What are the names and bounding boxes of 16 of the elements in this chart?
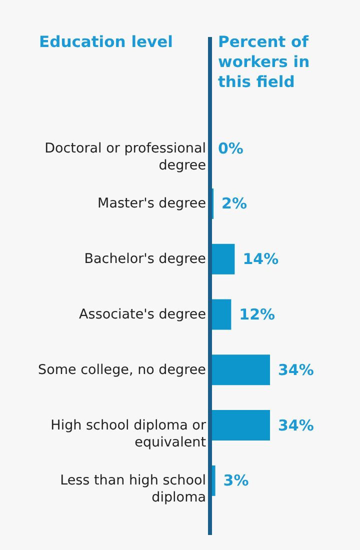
y-tick-label: High school diploma or equivalent: [50, 417, 206, 450]
y-tick-label: Less than high school diploma: [60, 472, 206, 506]
x-axis-title: Percent of workers in this field: [218, 33, 310, 91]
y-tick-label: Master's degree: [98, 196, 206, 212]
data-label: 12%: [239, 306, 276, 324]
data-label: 34%: [278, 416, 314, 434]
y-tick-label: Doctoral or professional degree: [44, 140, 206, 174]
y-tick-label: Bachelor's degree: [84, 251, 206, 268]
data-label: 3%: [223, 472, 249, 490]
y-tick-label: Some college, no degree: [38, 362, 206, 378]
y-axis-title: Education level: [39, 33, 173, 51]
data-label: 2%: [222, 194, 247, 213]
data-label: 34%: [278, 360, 314, 379]
data-label: 0%: [218, 139, 244, 158]
data-label: 14%: [242, 250, 279, 268]
y-tick-label: Associate's degree: [79, 306, 206, 322]
